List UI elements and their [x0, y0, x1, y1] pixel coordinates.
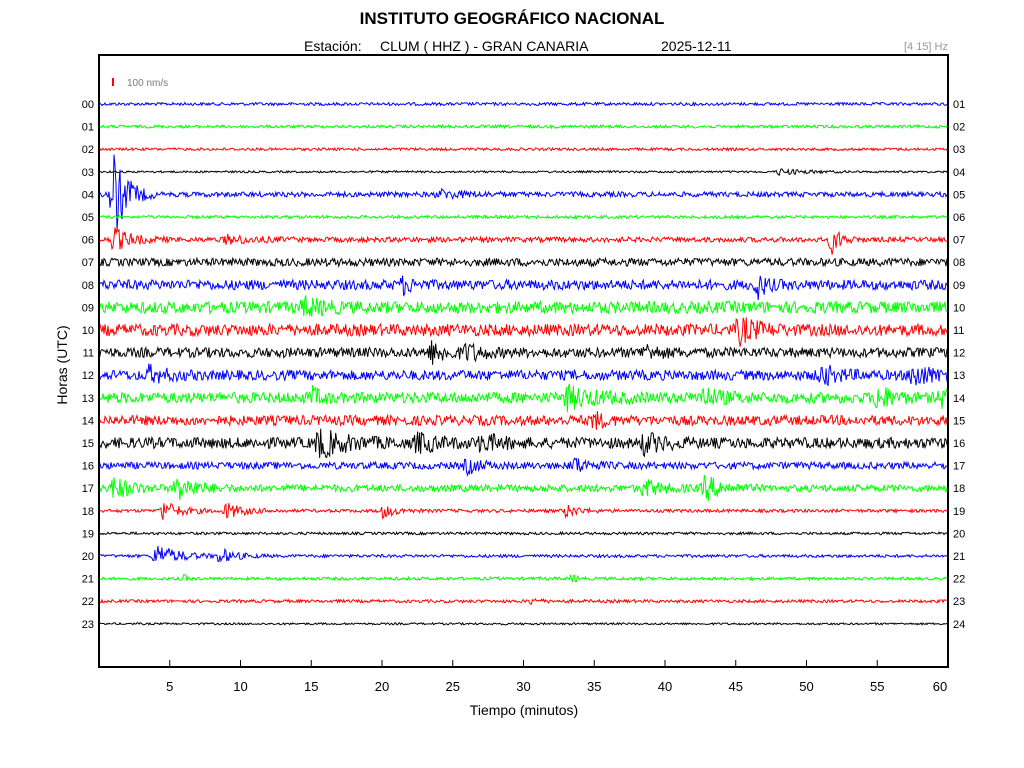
right-hour-label: 08 — [953, 257, 965, 269]
x-tick-label: 35 — [587, 679, 601, 694]
left-hour-label: 14 — [82, 415, 94, 427]
trace-hour-21 — [98, 573, 949, 583]
left-hour-label: 00 — [82, 99, 94, 111]
trace-hour-03 — [98, 168, 948, 177]
right-hour-label: 09 — [953, 280, 965, 292]
left-hour-label: 03 — [82, 167, 94, 179]
left-hour-label: 12 — [82, 370, 94, 382]
trace-hour-17 — [98, 474, 949, 502]
left-hour-label: 05 — [82, 212, 94, 224]
right-hour-labels: 01 02 03 04 05 06 07 08 09 10 11 12 13 14 15 16 17 18 19 20… — [953, 99, 965, 631]
left-hour-label: 09 — [82, 302, 94, 314]
filter-band: [4 15] Hz — [903, 41, 948, 53]
left-hour-label: 02 — [82, 144, 94, 156]
left-hour-label: 08 — [82, 280, 94, 292]
x-axis-ticks: 5 10 15 20 25 30 35 40 45 50 55 60 — [166, 660, 949, 694]
x-tick-label: 20 — [375, 679, 389, 694]
x-tick-label: 50 — [799, 679, 813, 694]
trace-hour-15 — [98, 428, 949, 459]
x-tick-label: 60 — [933, 679, 947, 694]
trace-hour-06 — [98, 227, 949, 255]
plot-frame — [98, 54, 949, 668]
right-hour-label: 24 — [953, 619, 965, 631]
left-hour-label: 21 — [82, 574, 94, 586]
x-tick-label: 5 — [166, 679, 173, 694]
scale-bar — [112, 78, 114, 86]
right-hour-label: 06 — [953, 212, 965, 224]
right-hour-label: 03 — [953, 144, 965, 156]
right-hour-label: 02 — [953, 122, 965, 134]
traces-group — [98, 100, 949, 626]
trace-hour-08 — [98, 275, 949, 301]
right-hour-label: 14 — [953, 393, 965, 405]
x-tick-label: 30 — [516, 679, 530, 694]
trace-hour-02 — [98, 146, 949, 152]
x-tick-label: 25 — [446, 679, 460, 694]
right-hour-label: 20 — [953, 528, 965, 540]
trace-hour-23 — [98, 621, 949, 626]
chart-date: 2025-12-11 — [661, 38, 732, 54]
trace-hour-13 — [98, 383, 949, 413]
trace-hour-10 — [98, 317, 949, 347]
right-hour-label: 16 — [953, 438, 965, 450]
right-hour-label: 10 — [953, 302, 965, 314]
trace-hour-19 — [98, 530, 949, 536]
right-hour-label: 13 — [953, 370, 965, 382]
x-tick-label: 45 — [729, 679, 743, 694]
x-tick-label: 10 — [233, 679, 247, 694]
left-hour-label: 13 — [82, 393, 94, 405]
left-hour-label: 19 — [82, 528, 94, 540]
x-tick-label: 40 — [658, 679, 672, 694]
left-hour-label: 07 — [82, 257, 94, 269]
trace-hour-12 — [98, 363, 949, 387]
right-hour-label: 04 — [953, 167, 965, 179]
trace-hour-22 — [98, 597, 949, 605]
left-hour-label: 01 — [82, 122, 94, 134]
y-axis-label: Horas (UTC) — [54, 325, 70, 404]
left-hour-label: 18 — [82, 506, 94, 518]
left-hour-label: 17 — [82, 483, 94, 495]
left-hour-label: 23 — [82, 619, 94, 631]
right-hour-label: 05 — [953, 189, 965, 201]
trace-hour-07 — [98, 256, 949, 269]
right-hour-label: 18 — [953, 483, 965, 495]
trace-hour-16 — [98, 457, 949, 477]
scale-label: 100 nm/s — [127, 78, 168, 89]
left-hour-label: 06 — [82, 235, 94, 247]
left-hour-label: 04 — [82, 189, 94, 201]
right-hour-label: 15 — [953, 415, 965, 427]
left-hour-labels: 00 01 02 03 04 05 06 07 08 09 10 11 12 13 14 15 16 17 18 19… — [82, 99, 94, 631]
right-hour-label: 11 — [953, 325, 964, 337]
x-axis-label: Tiempo (minutos) — [470, 702, 578, 718]
left-hour-label: 20 — [82, 551, 94, 563]
right-hour-label: 23 — [953, 596, 965, 608]
trace-hour-11 — [98, 340, 949, 365]
trace-hour-20 — [98, 545, 949, 563]
right-hour-label: 17 — [953, 461, 965, 473]
trace-hour-01 — [98, 123, 949, 130]
trace-hour-18 — [98, 502, 949, 520]
left-hour-label: 22 — [82, 596, 94, 608]
trace-hour-09 — [98, 295, 949, 317]
right-hour-label: 22 — [953, 574, 965, 586]
x-tick-label: 15 — [304, 679, 318, 694]
right-hour-label: 19 — [953, 506, 965, 518]
chart-title: INSTITUTO GEOGRÁFICO NACIONAL — [359, 9, 665, 28]
x-tick-label: 55 — [870, 679, 884, 694]
right-hour-label: 12 — [953, 348, 965, 360]
trace-hour-00 — [98, 100, 949, 107]
right-hour-label: 21 — [953, 551, 965, 563]
trace-hour-14 — [98, 410, 949, 430]
station-prefix: Estación: — [304, 38, 362, 54]
left-hour-label: 11 — [83, 348, 94, 360]
left-hour-label: 10 — [82, 325, 94, 337]
trace-hour-05 — [98, 214, 949, 220]
right-hour-label: 07 — [953, 235, 965, 247]
station-name: CLUM ( HHZ ) - GRAN CANARIA — [380, 38, 589, 54]
left-hour-label: 15 — [82, 438, 94, 450]
right-hour-label: 01 — [953, 99, 965, 111]
left-hour-label: 16 — [82, 461, 94, 473]
trace-hour-04 — [98, 154, 949, 231]
